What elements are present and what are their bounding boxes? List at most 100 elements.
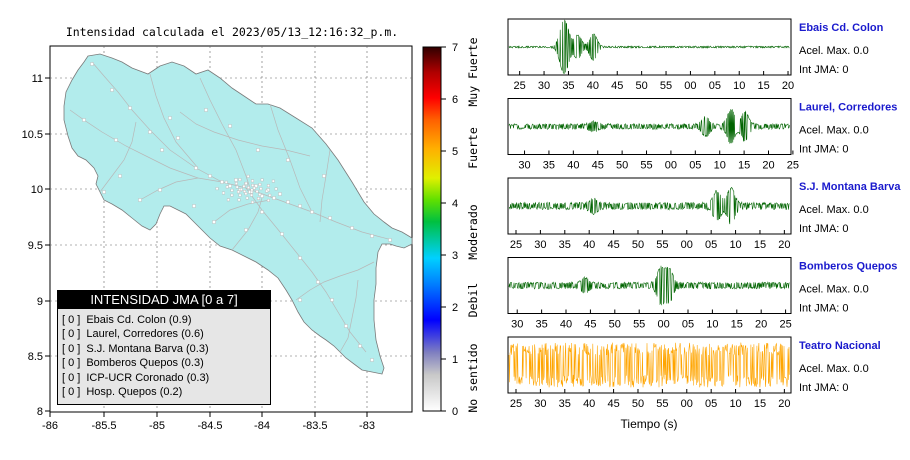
lat-tick-label: 10 — [31, 184, 43, 196]
town-marker — [258, 193, 262, 197]
legend-item: [ 0 ] ICP-UCR Coronado (0.3) — [62, 371, 270, 385]
town-marker — [239, 188, 243, 191]
town-marker — [298, 298, 302, 302]
town-marker — [228, 124, 232, 128]
colorbar-tick-label: 4 — [452, 198, 458, 210]
station-name: S.J. Montana Barva — [799, 181, 901, 193]
time-tick-label: 45 — [607, 398, 619, 410]
town-marker — [238, 178, 242, 182]
town-marker — [271, 179, 275, 183]
legend-item-badge: [ 0 ] — [62, 328, 81, 341]
colorbar-descriptor: Moderado — [466, 204, 480, 259]
time-tick-label: 55 — [660, 80, 672, 92]
time-tick-label: 50 — [632, 239, 644, 251]
station-name: Bomberos Quepos — [799, 261, 897, 273]
station-intensity: Int JMA: 0 — [799, 382, 849, 394]
town-marker — [242, 184, 246, 188]
time-tick-label: 15 — [758, 80, 770, 92]
time-tick-label: 20 — [778, 239, 790, 251]
longitude-axis: -86 -85.5 -85 -84.5 -84 -83.5 -83 — [42, 412, 375, 432]
time-tick-label: 50 — [609, 319, 621, 331]
town-marker — [266, 198, 270, 202]
time-tick-label: 50 — [616, 160, 628, 172]
legend-item: [ 0 ] Bomberos Quepos (0.3) — [62, 356, 270, 370]
legend-title: INTENSIDAD JMA [0 a 7] — [58, 291, 270, 309]
time-tick-label: 40 — [560, 319, 572, 331]
colorbar-tick-label: 6 — [452, 94, 458, 106]
town-marker — [388, 238, 392, 242]
town-marker — [257, 196, 260, 200]
lon-tick-label: -83.5 — [302, 420, 327, 432]
time-tick-label: 55 — [633, 319, 645, 331]
colorbar-tick-label: 2 — [452, 302, 458, 314]
time-tick-label: 00 — [665, 160, 677, 172]
town-marker — [251, 200, 254, 204]
town-marker — [204, 108, 208, 112]
town-marker — [90, 62, 94, 66]
town-marker — [114, 138, 118, 142]
town-marker — [278, 192, 282, 196]
town-marker — [272, 196, 276, 200]
town-marker — [286, 158, 290, 162]
waveform-trace — [508, 265, 790, 306]
time-tick-label: 15 — [738, 160, 750, 172]
lon-tick-label: -84.5 — [197, 420, 222, 432]
time-tick-label: 30 — [511, 319, 523, 331]
time-tick-label: 40 — [567, 160, 579, 172]
town-marker — [225, 185, 229, 189]
colorbar-tick-label: 7 — [452, 42, 458, 54]
town-marker — [228, 184, 232, 188]
town-marker — [310, 210, 314, 214]
colorbar-tick-label: 1 — [452, 354, 458, 366]
town-marker — [168, 116, 172, 120]
town-marker — [244, 228, 248, 232]
latitude-axis: 11 10.5 10 9.5 9 8.5 8 — [22, 73, 50, 418]
intensity-legend: INTENSIDAD JMA [0 a 7] [ 0 ] Ebais Cd. Co… — [57, 290, 271, 405]
legend-item-label: S.J. Montana Barva (0.3) — [86, 342, 209, 355]
station-name: Laurel, Corredores — [799, 102, 897, 114]
town-marker — [245, 196, 249, 200]
town-marker — [110, 88, 114, 92]
town-marker — [268, 193, 272, 197]
time-tick-label: 00 — [681, 398, 693, 410]
town-marker — [138, 198, 142, 202]
town-marker — [344, 324, 348, 328]
station-intensity: Int JMA: 0 — [799, 64, 849, 76]
waveform-trace — [509, 186, 790, 225]
map-title: Intensidad calculada el 2023/05/13_12:16… — [66, 25, 398, 39]
town-marker — [230, 188, 234, 192]
lon-tick-label: -85 — [149, 420, 165, 432]
time-tick-label: 50 — [632, 398, 644, 410]
station-intensity: Int JMA: 0 — [799, 303, 849, 315]
town-marker — [236, 190, 240, 194]
time-tick-label: 55 — [656, 398, 668, 410]
time-tick-label: 15 — [731, 319, 743, 331]
town-marker — [298, 204, 302, 208]
town-marker — [298, 256, 302, 260]
time-tick-label: 25 — [510, 239, 522, 251]
legend-list: [ 0 ] Ebais Cd. Colon (0.9) [ 0 ] Laurel, C… — [58, 309, 270, 399]
time-tick-label: 25 — [510, 398, 522, 410]
lat-tick-label: 10.5 — [22, 129, 43, 141]
time-tick-label: 40 — [587, 80, 599, 92]
time-tick-label: 35 — [562, 80, 574, 92]
town-marker — [82, 118, 86, 122]
time-tick-label: 35 — [559, 398, 571, 410]
time-tick-label: 40 — [583, 398, 595, 410]
time-tick-label: 30 — [518, 160, 530, 172]
colorbar-descriptor: No sentido — [466, 343, 480, 412]
legend-item: [ 0 ] Laurel, Corredores (0.6) — [62, 327, 270, 341]
town-marker — [252, 186, 256, 190]
town-marker — [208, 174, 212, 178]
legend-item-badge: [ 0 ] — [62, 342, 81, 355]
town-marker — [102, 190, 106, 194]
town-marker — [254, 184, 258, 188]
waveform-trace — [508, 342, 790, 388]
colorbar-tick-label: 3 — [452, 250, 458, 262]
time-tick-label: 25 — [514, 80, 526, 92]
station-acceleration: Acel. Max. 0.0 — [799, 363, 869, 375]
station-panel: 30 35 40 45 50 55 00 05 10 15 20 25 Bomberos Quepos A… — [507, 257, 897, 331]
legend-item-badge: [ 0 ] — [62, 371, 81, 384]
town-marker — [274, 187, 278, 191]
colorbar-descriptor: Fuerte — [466, 127, 480, 169]
